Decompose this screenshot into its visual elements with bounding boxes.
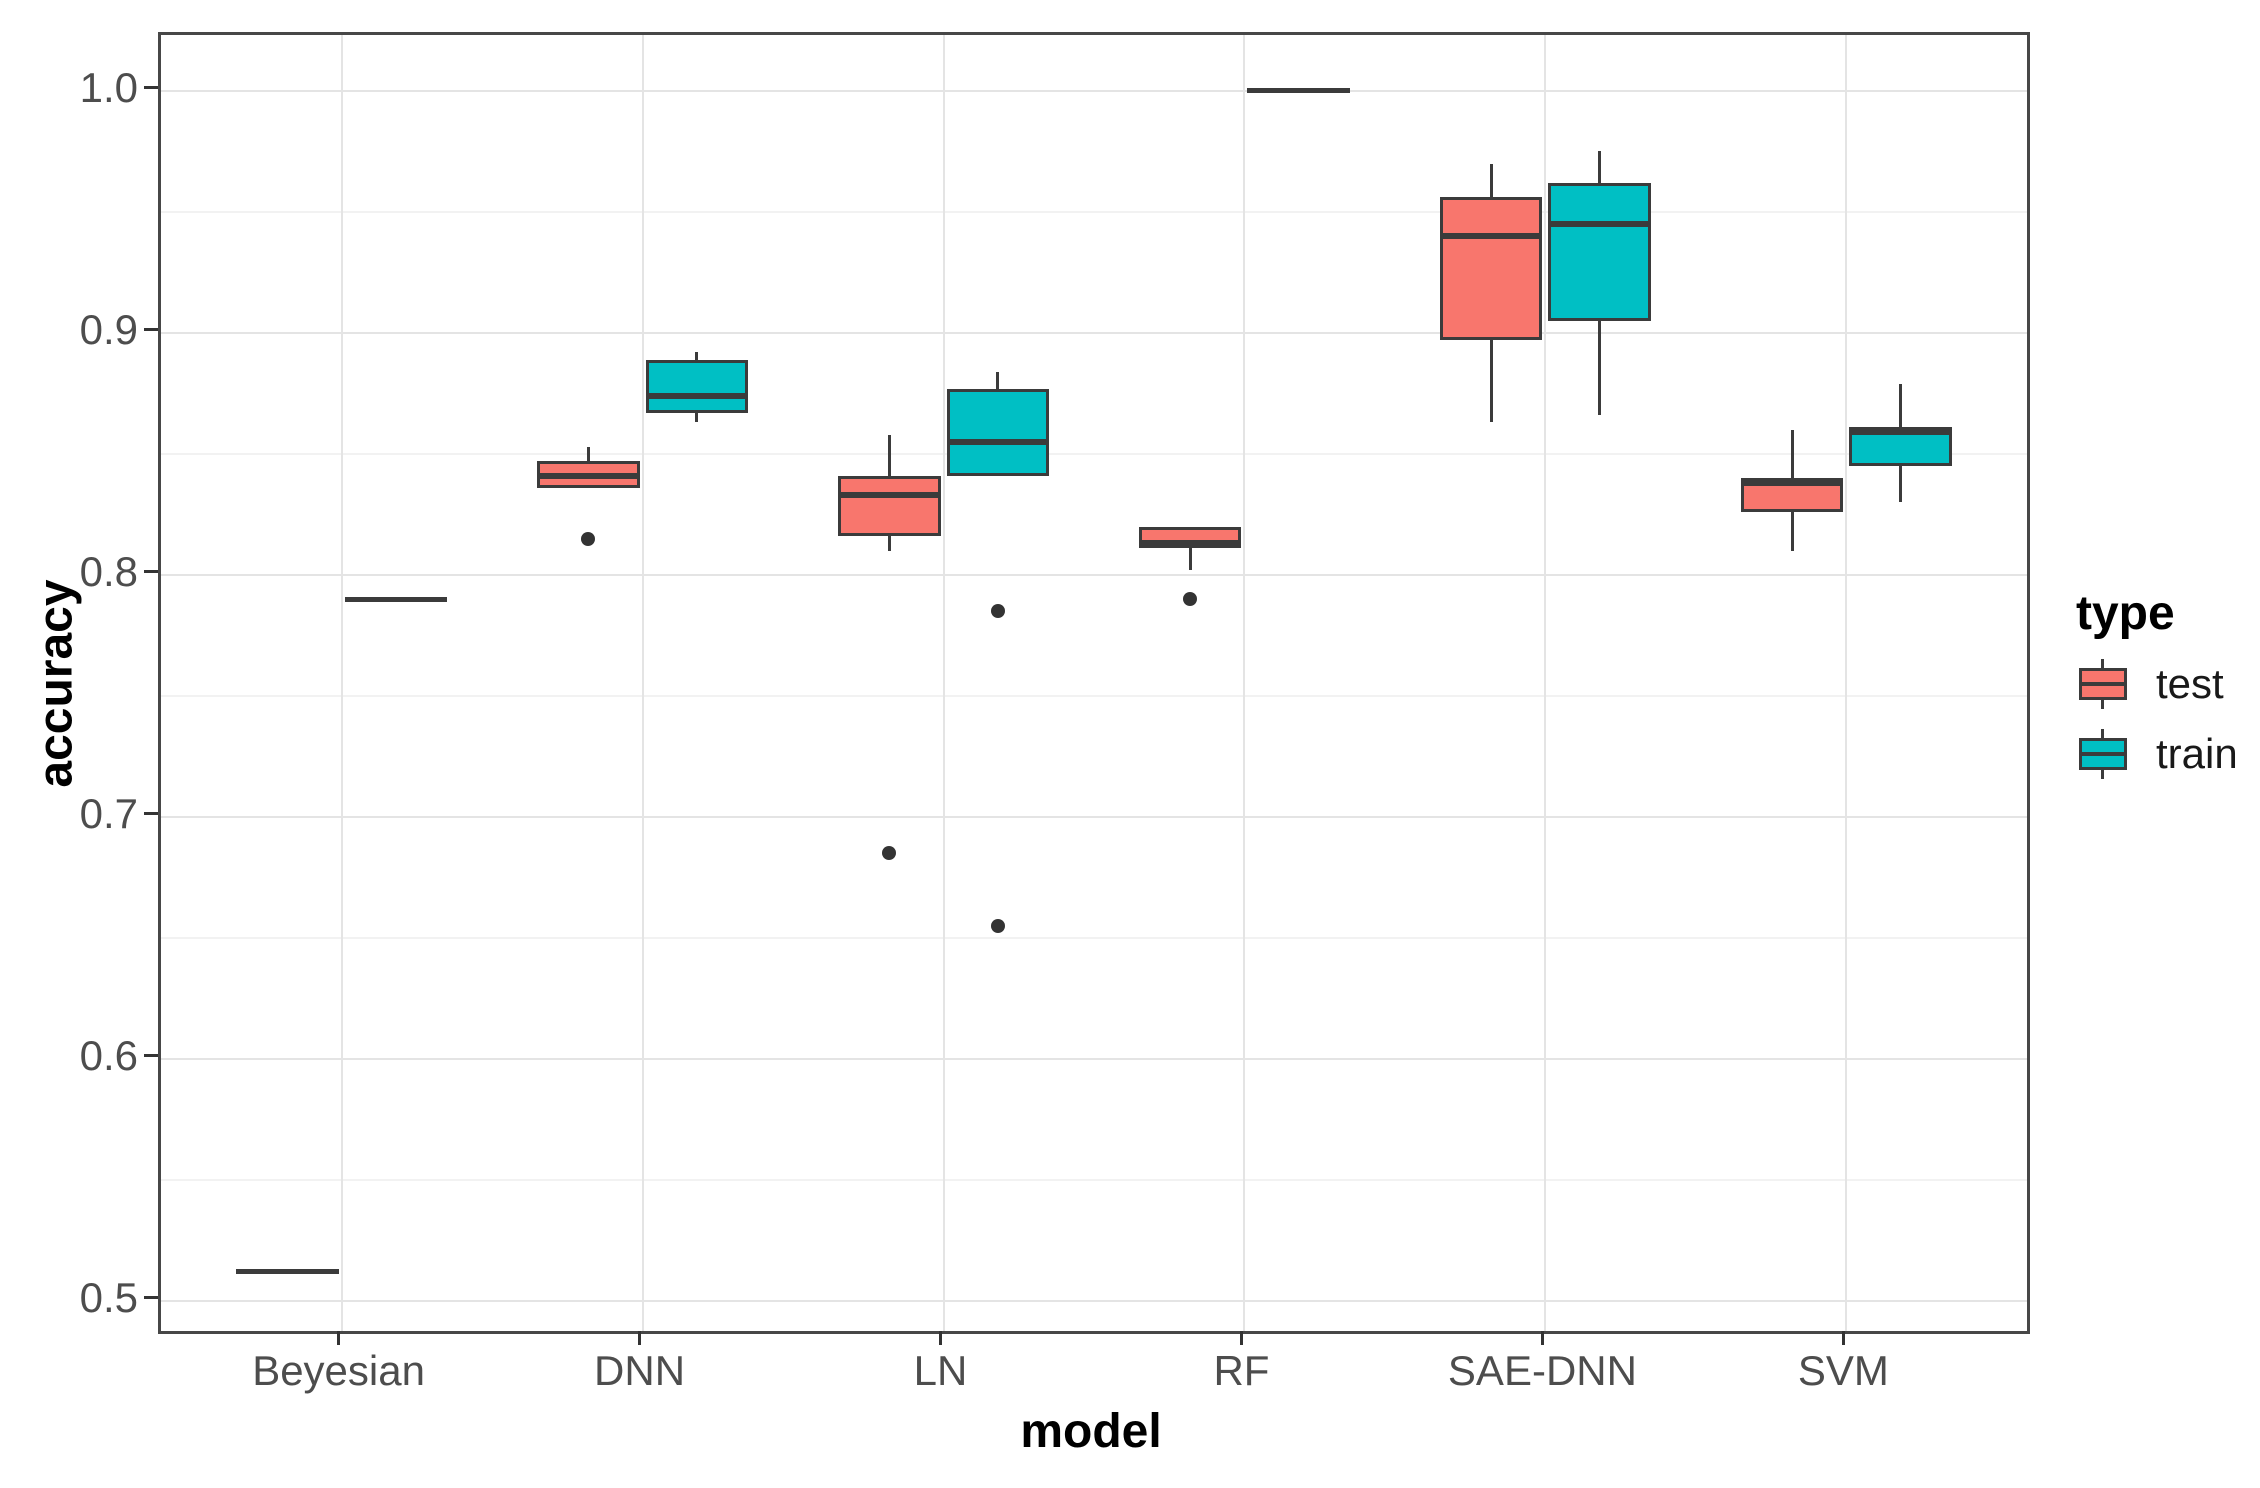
gridline-major [161,573,2027,576]
box-train-ln [946,388,1049,476]
legend-median-line [2079,752,2127,756]
gridline-category [1845,35,1848,1331]
box-test-ln [838,475,941,537]
boxplot-degenerate-test-beyesian [236,1269,339,1275]
legend-label-train: train [2156,730,2238,777]
x-axis-title: model [1020,1405,1162,1458]
legend-key-test-boxplot-icon [2078,659,2128,709]
x-tick-mark [1841,1331,1845,1345]
gridline-minor [161,210,2027,213]
whisker-low-train-dnn [695,412,699,423]
boxplot-degenerate-train-beyesian [344,596,447,602]
box-train-dnn [645,359,748,413]
whisker-high-train-sae-dnn [1598,151,1602,183]
outlier-point-test-rf [1183,592,1198,607]
median-test-sae-dnn [1440,233,1543,240]
median-test-rf [1139,540,1242,547]
whisker-high-test-dnn [586,446,590,462]
legend-key-train-boxplot-icon [2078,729,2128,779]
gridline-minor [161,1178,2027,1181]
y-tick-label: 0.9 [79,305,138,353]
y-tick-mark [144,86,158,90]
y-tick-label: 0.6 [79,1031,138,1079]
gridline-major [161,89,2027,92]
box-train-sae-dnn [1548,182,1651,321]
x-tick-mark [337,1331,341,1345]
whisker-low-test-rf [1188,548,1192,571]
gridline-minor [161,452,2027,455]
boxplot-degenerate-train-rf [1247,88,1350,94]
median-train-svm [1849,429,1952,436]
y-tick-mark [144,812,158,816]
whisker-high-train-dnn [695,352,699,360]
y-tick-label: 0.8 [79,547,138,595]
outlier-point-train-ln [990,604,1005,619]
legend-item-train: train [2062,729,2260,779]
outlier-point-test-dnn [581,531,596,546]
x-tick-mark [939,1331,943,1345]
whisker-high-test-sae-dnn [1489,163,1493,198]
gridline-category [340,35,343,1331]
x-tick-label: DNN [594,1347,686,1394]
x-tick-label: Beyesian [252,1347,425,1394]
whisker-low-train-svm [1899,466,1903,503]
x-tick-label: SVM [1797,1347,1889,1394]
x-tick-mark [1239,1331,1243,1345]
whisker-high-test-svm [1790,429,1794,479]
y-tick-label: 0.5 [79,1273,138,1321]
gridline-category [942,35,945,1331]
median-train-ln [946,438,1049,445]
x-tick-label: SAE-DNN [1447,1347,1637,1394]
y-axis-title: accuracy [29,579,83,788]
gridline-category [1243,35,1246,1331]
y-tick-mark [144,1054,158,1058]
legend-title: type [2076,587,2175,640]
x-tick-mark [1540,1331,1544,1345]
y-tick-mark [144,1296,158,1300]
legend-median-line [2079,682,2127,686]
y-tick-label: 0.7 [79,789,138,837]
y-tick-label: 1.0 [79,63,138,111]
outlier-point-train-ln [990,918,1005,933]
gridline-major [161,1299,2027,1302]
legend: type test train [2062,586,2260,799]
legend-label-test: test [2156,660,2224,707]
gridline-minor [161,936,2027,939]
y-tick-mark [144,570,158,574]
box-test-sae-dnn [1440,197,1543,341]
y-tick-mark [144,328,158,332]
gridline-category [641,35,644,1331]
whisker-low-train-sae-dnn [1598,320,1602,416]
median-train-sae-dnn [1548,221,1651,227]
gridline-category [1544,35,1547,1331]
plot-panel [158,32,2030,1334]
whisker-low-test-sae-dnn [1489,340,1493,423]
median-train-dnn [645,392,748,399]
whisker-high-test-ln [887,434,891,476]
gridline-minor [161,694,2027,697]
legend-item-test: test [2062,659,2260,709]
gridline-major [161,1057,2027,1060]
median-test-ln [838,492,941,499]
gridline-major [161,331,2027,334]
x-tick-label: RF [1213,1347,1270,1394]
whisker-low-test-svm [1790,512,1794,551]
x-tick-mark [638,1331,642,1345]
whisker-low-test-ln [887,536,891,551]
median-test-svm [1741,479,1844,486]
outlier-point-test-ln [882,846,897,861]
median-test-dnn [537,472,640,479]
legend-items: test train [2062,659,2260,779]
gridline-major [161,815,2027,818]
whisker-high-train-svm [1899,383,1903,428]
x-tick-label: LN [913,1347,968,1394]
whisker-high-train-ln [996,371,1000,389]
